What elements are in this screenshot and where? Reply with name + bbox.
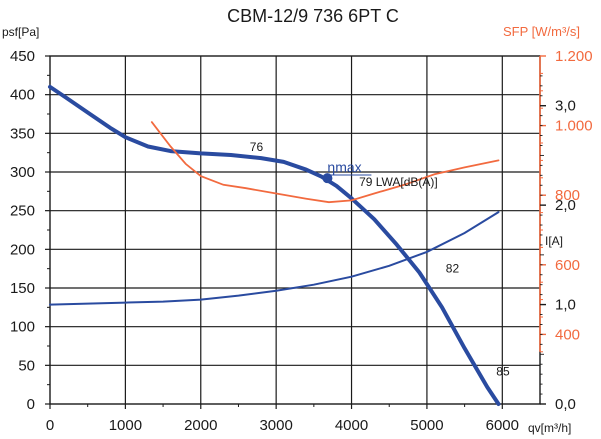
x-tick-label: 0 bbox=[46, 417, 54, 434]
labels-layer: 0 1000 2000 3000 4000 5000 6000 0 50 100 150 200 250… bbox=[2, 24, 593, 435]
lwa-annotation: 76 bbox=[250, 140, 264, 154]
pressure-curve bbox=[48, 84, 501, 406]
grid bbox=[49, 55, 541, 405]
current-tick-label: 3,0 bbox=[555, 98, 576, 115]
axes-layer bbox=[45, 55, 546, 409]
current-tick-label: 1,0 bbox=[555, 297, 576, 314]
y-tick-label: 0 bbox=[27, 396, 35, 413]
lwa-annotation: 85 bbox=[496, 364, 510, 378]
lwa-annotation: 82 bbox=[446, 262, 460, 276]
x-tick-label: 1000 bbox=[109, 417, 142, 434]
sfp-tick-label: 400 bbox=[555, 326, 580, 343]
sfp-curve bbox=[150, 121, 500, 204]
eta-max-label: ηmax bbox=[327, 159, 361, 175]
x-tick-label: 6000 bbox=[486, 417, 519, 434]
y-tick-label: 150 bbox=[10, 280, 35, 297]
x-tick-label: 3000 bbox=[259, 417, 292, 434]
sfp-tick-label: 600 bbox=[555, 257, 580, 274]
x-tick-label: 5000 bbox=[410, 417, 443, 434]
sfp-tick-label: 1.000 bbox=[555, 118, 593, 135]
y-tick-label: 50 bbox=[18, 357, 35, 374]
current-axis-label: I[A] bbox=[545, 234, 563, 248]
x-tick-label: 2000 bbox=[184, 417, 217, 434]
y-tick-label: 350 bbox=[10, 125, 35, 142]
y-tick-label: 300 bbox=[10, 164, 35, 181]
current-tick-label: 2,0 bbox=[555, 197, 576, 214]
y-tick-label: 400 bbox=[10, 87, 35, 104]
sfp-tick-label: 800 bbox=[555, 187, 580, 204]
lwa-annotation: 79 LWA[dB(A)] bbox=[359, 175, 438, 189]
series-layer bbox=[48, 84, 501, 406]
y-tick-label: 200 bbox=[10, 241, 35, 258]
y-tick-label: 100 bbox=[10, 319, 35, 336]
current-curve bbox=[49, 211, 500, 306]
sfp-tick-label: 1.200 bbox=[555, 48, 593, 65]
y-tick-label: 450 bbox=[10, 48, 35, 65]
y-tick-label: 250 bbox=[10, 203, 35, 220]
x-axis-label: qv[m³/h] bbox=[528, 421, 571, 435]
x-tick-label: 4000 bbox=[335, 417, 368, 434]
y-axis-label: psf[Pa] bbox=[2, 25, 39, 39]
chart-title: CBM-12/9 736 6PT C bbox=[227, 6, 399, 26]
sfp-axis-label: SFP [W/m³/s] bbox=[503, 24, 580, 39]
eta-max-marker bbox=[322, 173, 333, 184]
current-tick-label: 0,0 bbox=[555, 396, 576, 413]
